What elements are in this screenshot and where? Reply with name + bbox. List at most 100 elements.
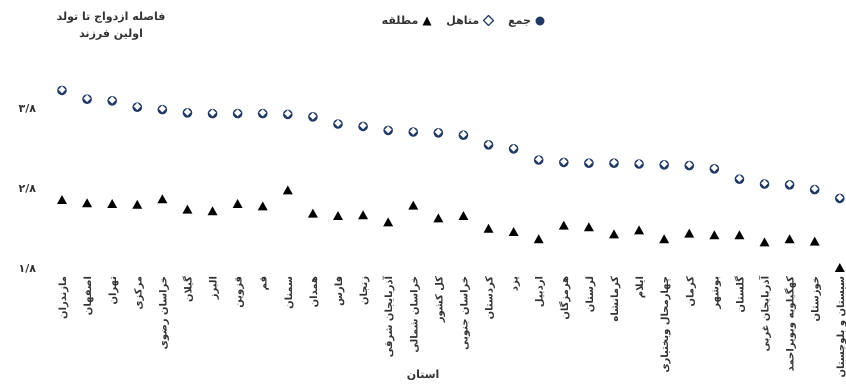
- x-tick-label: کردستان: [485, 276, 496, 320]
- point-divorced: [583, 222, 594, 232]
- point-divorced: [57, 195, 67, 204]
- point-married: [334, 119, 342, 127]
- x-tick-label: لرستان: [585, 276, 596, 312]
- x-tick-label: خوزستان: [811, 276, 822, 321]
- legend: جمع متاهل مطلقه: [360, 14, 545, 27]
- point-divorced: [433, 213, 444, 223]
- legend-item-total: جمع: [508, 14, 545, 27]
- y-tick-label: ۱/۸: [19, 262, 37, 275]
- point-divorced: [634, 225, 645, 235]
- x-tick-label: ایلام: [635, 276, 646, 298]
- point-divorced: [659, 234, 670, 244]
- point-married: [434, 128, 442, 136]
- x-tick-label: کرمانشاه: [610, 276, 621, 322]
- x-tick-label: گیلان: [181, 276, 194, 302]
- legend-label-divorced: مطلقه: [381, 14, 419, 27]
- point-married: [108, 96, 116, 104]
- point-married: [384, 125, 392, 134]
- point-divorced: [332, 211, 343, 220]
- point-married: [309, 112, 317, 120]
- point-divorced: [232, 199, 243, 208]
- point-married: [83, 94, 91, 103]
- point-divorced: [483, 223, 494, 233]
- x-tick-label: خراسان شمالی: [409, 276, 420, 353]
- point-married: [158, 105, 166, 113]
- x-tick-label: قزوین: [234, 276, 245, 308]
- legend-label-married: متاهل: [446, 14, 480, 27]
- point-divorced: [207, 206, 218, 216]
- x-tick-label: خراسان جنوبی: [459, 276, 470, 350]
- x-tick-label: خراسان رضوی: [158, 276, 169, 349]
- point-married: [585, 158, 593, 167]
- legend-label-total: جمع: [508, 14, 531, 27]
- point-divorced: [558, 220, 569, 230]
- point-divorced: [82, 198, 93, 208]
- point-divorced: [784, 234, 795, 244]
- point-married: [710, 164, 718, 172]
- point-married: [785, 180, 794, 188]
- x-tick-label: آذربایجان شرقی: [382, 275, 395, 357]
- x-tick-label: اردبیل: [535, 276, 546, 307]
- point-divorced: [533, 234, 544, 244]
- point-divorced: [257, 201, 268, 211]
- point-married: [234, 109, 242, 117]
- x-tick-label: آذربایجان غربی: [759, 275, 772, 351]
- point-divorced: [508, 227, 519, 236]
- point-married: [58, 85, 66, 94]
- point-divorced: [684, 228, 695, 238]
- point-married: [409, 127, 417, 135]
- x-tick-label: قم: [259, 276, 270, 290]
- point-divorced: [834, 263, 845, 272]
- x-tick-label: همدان: [309, 276, 320, 307]
- point-divorced: [734, 230, 745, 240]
- x-tick-label: سیستان و بلوچستان: [836, 276, 846, 378]
- circle-marker-icon: [535, 16, 545, 25]
- point-divorced: [709, 230, 720, 240]
- x-tick-label: زنجان: [359, 276, 370, 305]
- point-married: [183, 108, 192, 116]
- point-married: [133, 102, 141, 111]
- point-married: [535, 155, 543, 163]
- point-married: [811, 185, 819, 193]
- y-axis-label: فاصله ازدواج تا تولد اولین فرزند: [56, 10, 166, 40]
- point-married: [509, 144, 518, 152]
- point-divorced: [358, 210, 369, 220]
- point-married: [760, 179, 769, 187]
- x-tick-label: کرمان: [685, 276, 696, 307]
- x-axis-label: استان: [406, 368, 440, 381]
- diamond-marker-icon: [483, 15, 495, 26]
- legend-item-divorced: مطلقه: [382, 14, 433, 27]
- point-divorced: [408, 200, 419, 210]
- x-tick-label: اصفهان: [83, 276, 94, 315]
- x-tick-label: تهران: [108, 276, 119, 305]
- point-divorced: [759, 237, 770, 247]
- x-tick-label: یزد: [510, 276, 521, 291]
- triangle-marker-icon: [422, 16, 432, 25]
- point-married: [660, 160, 668, 168]
- point-married: [560, 157, 568, 166]
- y-tick-label: ۳/۸: [19, 102, 37, 115]
- point-divorced: [132, 199, 143, 209]
- point-divorced: [458, 211, 469, 220]
- point-married: [685, 161, 693, 169]
- x-tick-label: مازندران: [58, 276, 69, 319]
- point-divorced: [157, 194, 168, 204]
- point-married: [208, 109, 217, 117]
- point-married: [484, 140, 493, 148]
- point-married: [735, 174, 744, 183]
- x-tick-label: کهگیلویه وبویراحمد: [784, 276, 797, 371]
- point-divorced: [307, 208, 318, 218]
- point-married: [836, 193, 844, 202]
- point-divorced: [608, 229, 619, 239]
- y-tick-label: ۲/۸: [19, 182, 37, 195]
- point-married: [284, 109, 292, 118]
- x-tick-label: البرز: [209, 276, 220, 300]
- x-tick-label: گلستان: [733, 276, 746, 313]
- point-divorced: [809, 236, 820, 246]
- x-tick-label: فارس: [334, 276, 345, 306]
- x-tick-label: کل کشور: [434, 276, 445, 323]
- x-tick-label: مرکزی: [133, 276, 144, 310]
- point-married: [635, 159, 643, 167]
- legend-item-married: متاهل: [446, 14, 495, 27]
